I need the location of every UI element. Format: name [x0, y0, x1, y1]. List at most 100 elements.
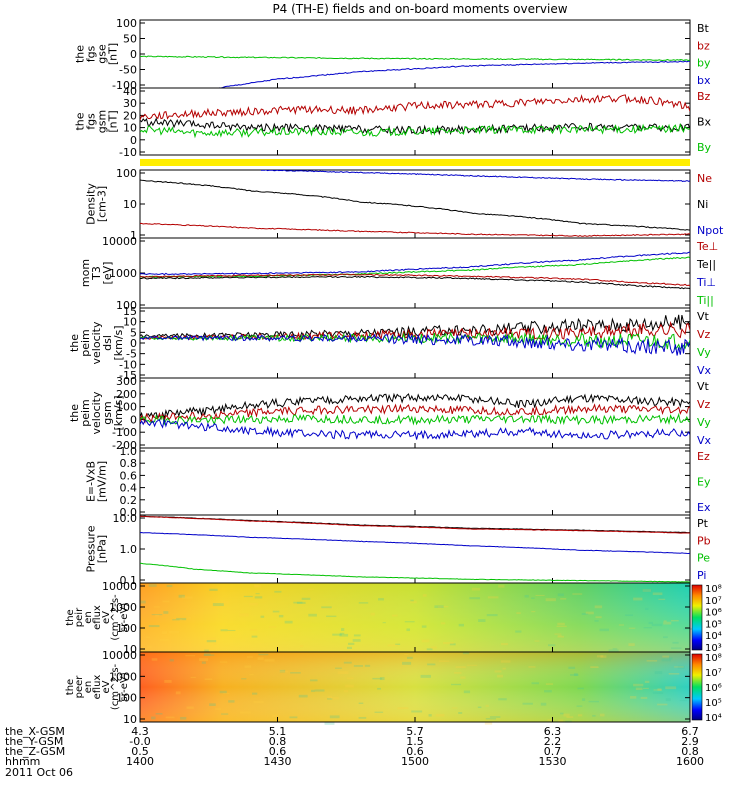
spectrogram-texture	[661, 658, 671, 662]
colorbar-tick-label: 10⁴	[705, 713, 722, 724]
spectrogram-texture	[516, 612, 521, 614]
spectrogram-texture	[407, 656, 413, 659]
y-axis-label-line: en	[83, 681, 94, 694]
legend-label: Pb	[697, 534, 711, 547]
y-tick-label: 300	[116, 375, 137, 388]
colorbar-peir_spec	[691, 584, 703, 651]
series-line-Pi	[140, 531, 690, 555]
spectrogram-texture	[618, 624, 624, 626]
y-tick-label: -5	[126, 348, 137, 361]
spectrogram-texture	[522, 702, 533, 705]
spectrogram-texture	[272, 610, 280, 613]
spectrogram-texture	[515, 630, 522, 633]
y-tick-label: 5	[130, 326, 137, 339]
spectrogram-texture	[278, 614, 284, 618]
y-axis-label-line: gsm	[96, 110, 109, 133]
y-tick-label: -10	[119, 146, 137, 159]
y-tick-label: 1000	[109, 267, 137, 280]
spectrogram-texture	[345, 684, 354, 688]
spectrogram-texture	[387, 644, 398, 647]
spectrogram-texture	[665, 686, 677, 690]
spectrogram-texture	[644, 680, 650, 683]
x-axis-tick-label: 5.1	[269, 725, 287, 738]
spectrogram-texture	[497, 674, 504, 678]
spectrogram-texture	[663, 620, 667, 622]
spectrogram-texture	[460, 676, 466, 679]
spectrogram-texture	[348, 642, 355, 645]
spectrogram-texture	[341, 628, 345, 631]
spectrogram-texture	[442, 641, 454, 645]
legend-label: bz	[697, 39, 710, 52]
spectrogram-texture	[450, 683, 462, 686]
y-axis-label-line: en	[83, 611, 94, 624]
x-axis-tick-label: 1400	[126, 755, 154, 768]
spectrogram-texture	[484, 721, 493, 725]
spectrogram-texture	[594, 605, 603, 609]
panel-exb: 1.00.80.60.40.20.0 E=-VxB[mV/m] Ez Ey Ex	[85, 445, 711, 519]
legend-label: Vx	[697, 434, 712, 447]
spectrogram-texture	[175, 691, 181, 695]
spectrogram-texture	[455, 666, 466, 669]
spectrogram-texture	[612, 648, 618, 650]
spectrogram-texture	[643, 687, 649, 689]
series-line-by	[140, 55, 690, 62]
y-tick-label: 100	[116, 17, 137, 30]
spectrogram-texture	[215, 708, 222, 710]
spectrogram-texture	[640, 696, 648, 699]
spectrogram-texture	[426, 648, 433, 651]
spectrogram-texture	[653, 689, 663, 691]
spectrogram-texture	[658, 598, 666, 601]
series-line-bx	[217, 60, 690, 88]
spectrogram-texture	[212, 603, 224, 607]
series-line-Pt	[140, 515, 690, 534]
spectrogram-texture	[643, 627, 653, 629]
y-tick-label: 100	[116, 401, 137, 414]
spectrogram-texture	[608, 649, 619, 652]
spectrogram-texture	[159, 638, 169, 642]
spectrogram-texture	[162, 600, 170, 603]
panel-pressure: 10.0 1.0 0.1 Pressure[nPa] Pt Pb Pe Pi	[85, 512, 711, 587]
y-tick-label: 10	[123, 198, 137, 211]
spectrogram-texture	[178, 594, 185, 598]
spectrogram-texture	[463, 690, 471, 694]
y-tick-label: 20	[123, 109, 137, 122]
y-tick-label: 15	[123, 305, 137, 318]
spectrogram-texture	[352, 639, 361, 642]
colorbar-tick-label: 10⁶	[705, 683, 722, 694]
spectrogram-texture	[677, 665, 685, 669]
spectrogram-texture	[625, 614, 633, 616]
y-tick-label: 0.6	[120, 469, 138, 482]
y-axis-label-line: peim	[79, 329, 92, 357]
x-axis-row-label: hhmm	[5, 755, 40, 768]
y-axis-label-line: [eV]	[101, 262, 114, 285]
spectrogram-texture	[531, 597, 535, 599]
spectrogram-texture	[428, 714, 432, 717]
spectrogram-texture	[185, 655, 196, 657]
y-tick-label: 0	[130, 337, 137, 350]
spectrogram-texture	[268, 626, 277, 628]
spectrogram-texture	[187, 617, 192, 619]
y-tick-label: 0.4	[120, 482, 138, 495]
spectrogram-texture	[331, 696, 339, 700]
series-line-Ne	[140, 222, 690, 237]
spectrogram-texture	[477, 706, 482, 709]
spectrogram-texture	[339, 632, 345, 635]
y-tick-label: 100	[116, 167, 137, 180]
spectrogram-texture	[391, 614, 398, 617]
spectrogram-texture	[353, 665, 363, 667]
spectrogram-texture	[252, 692, 258, 695]
y-tick-label: 30	[123, 97, 137, 110]
legend-label: Pe	[697, 552, 710, 565]
spectrogram-texture	[147, 645, 152, 649]
spectrogram-texture	[642, 589, 652, 593]
spectrogram-texture	[628, 643, 635, 647]
spectrogram-texture	[395, 643, 401, 646]
colorbar-tick-label: 10³	[705, 643, 722, 654]
legend-label: Ti||	[696, 294, 714, 307]
spectrogram-texture	[293, 601, 303, 604]
spectrogram-texture	[657, 703, 668, 706]
spectrogram-texture	[145, 636, 151, 638]
y-axis-label-line: dsl	[101, 335, 114, 351]
